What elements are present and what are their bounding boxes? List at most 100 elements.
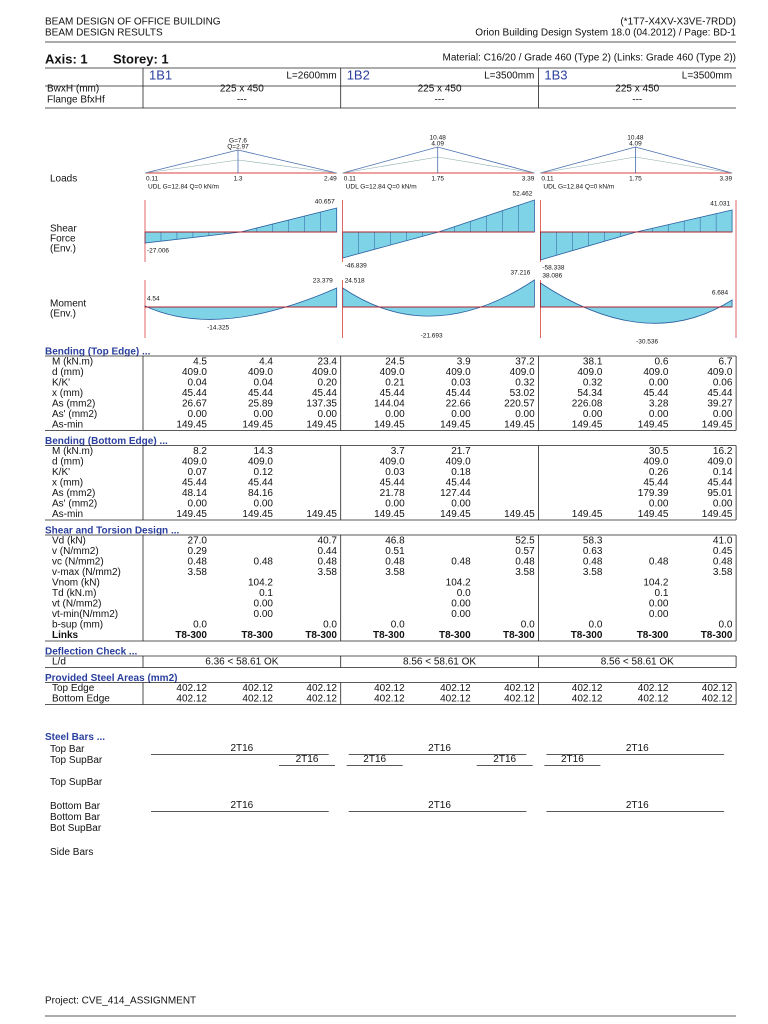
cell: T8-300 xyxy=(373,630,405,641)
load-label: 0.11 xyxy=(344,176,357,183)
cell: 149.45 xyxy=(504,509,535,520)
cell: T8-300 xyxy=(241,630,273,641)
cell: 402.12 xyxy=(572,694,603,705)
cell: 3.9 xyxy=(457,357,471,368)
cell: 52.5 xyxy=(515,536,535,547)
cell: 16.2 xyxy=(713,446,733,457)
section-title: Bending (Bottom Edge) ... xyxy=(45,436,168,447)
cell: 0.00 xyxy=(649,599,669,610)
cell: 402.12 xyxy=(504,694,535,705)
cell: 402.12 xyxy=(702,694,733,705)
row-label: Side Bars xyxy=(50,847,93,858)
row-label: vt-min(N/mm2) xyxy=(52,609,118,620)
row-label: v (N/mm2) xyxy=(52,546,99,557)
cell: 402.12 xyxy=(242,694,273,705)
cell: 0.26 xyxy=(649,467,669,478)
bar-text: 2T16 xyxy=(230,800,253,811)
moment-label: 4.54 xyxy=(147,296,160,303)
diagram-label: Shear xyxy=(50,224,77,235)
load-label: 2.49 xyxy=(324,176,337,183)
cell: 402.12 xyxy=(306,694,337,705)
cell: 0.48 xyxy=(318,557,338,568)
cell: 21.7 xyxy=(451,446,471,457)
cell: 409.0 xyxy=(643,367,668,378)
cell: 409.0 xyxy=(248,457,273,468)
cell: 0.0 xyxy=(391,620,405,631)
cell: 0.6 xyxy=(654,357,668,368)
cell: 0.0 xyxy=(323,620,337,631)
cell: 0.44 xyxy=(318,546,338,557)
cell: 84.16 xyxy=(248,488,273,499)
cell: 402.12 xyxy=(374,683,405,694)
load-label: 3.39 xyxy=(719,176,732,183)
load-label: 10.48 xyxy=(430,135,447,142)
cell: 0.63 xyxy=(583,546,603,557)
cell: 6.36 < 58.61 OK xyxy=(205,657,278,668)
cell: 45.44 xyxy=(707,478,732,489)
cell: 0.00 xyxy=(254,409,274,420)
cell: 409.0 xyxy=(380,367,405,378)
row-label: b-sup (mm) xyxy=(52,620,103,631)
row-label: d (mm) xyxy=(52,367,84,378)
row-label: vt (N/mm2) xyxy=(52,599,101,610)
row-label: K/K' xyxy=(52,467,70,478)
cell: 45.44 xyxy=(248,478,273,489)
row-label: As (mm2) xyxy=(52,399,95,410)
row-label: L/d xyxy=(52,657,66,668)
row-label: As' (mm2) xyxy=(52,409,97,420)
beam-size: 225 x 450 xyxy=(418,84,462,95)
section-title: Shear and Torsion Design ... xyxy=(45,526,180,537)
cell: 3.28 xyxy=(649,399,669,410)
cell: 0.06 xyxy=(713,378,733,389)
cell: 0.00 xyxy=(385,409,405,420)
row-label: Top Edge xyxy=(52,683,95,694)
cell: 3.58 xyxy=(583,567,603,578)
row-label: Vnom (kN) xyxy=(52,578,100,589)
cell: 0.57 xyxy=(515,546,535,557)
cell: 8.56 < 58.61 OK xyxy=(601,657,674,668)
cell: 45.44 xyxy=(380,478,405,489)
cell: 4.5 xyxy=(193,357,207,368)
row-label: M (kN.m) xyxy=(52,446,93,457)
cell: 402.12 xyxy=(572,683,603,694)
cell: 0.12 xyxy=(254,467,274,478)
cell: 0.48 xyxy=(254,557,274,568)
cell: 149.45 xyxy=(638,420,669,431)
cell: 38.1 xyxy=(583,357,603,368)
cell: 402.12 xyxy=(242,683,273,694)
cell: 0.45 xyxy=(713,546,733,557)
cell: 409.0 xyxy=(446,457,471,468)
udl-label: UDL G=12.84 Q=0 kN/m xyxy=(346,184,417,191)
udl-label: UDL G=12.84 Q=0 kN/m xyxy=(543,184,614,191)
cell: 0.00 xyxy=(451,409,471,420)
cell: 149.45 xyxy=(572,420,603,431)
cell: 0.04 xyxy=(188,378,208,389)
row-label: Td (kN.m) xyxy=(52,588,96,599)
cell: 409.0 xyxy=(577,367,602,378)
cell: 402.12 xyxy=(504,683,535,694)
bar-text: 2T16 xyxy=(428,800,451,811)
moment-area xyxy=(144,287,338,320)
cell: 220.57 xyxy=(504,399,535,410)
cell: 0.00 xyxy=(649,409,669,420)
diagram-label: Force xyxy=(50,234,76,245)
cell: 409.0 xyxy=(643,457,668,468)
cell: 402.12 xyxy=(374,694,405,705)
cell: 24.5 xyxy=(385,357,405,368)
load-label: 1.75 xyxy=(629,176,642,183)
cell: 23.4 xyxy=(318,357,338,368)
cell: T8-300 xyxy=(701,630,733,641)
cell: 0.04 xyxy=(254,378,274,389)
cell: 0.00 xyxy=(385,499,405,510)
cell: 409.0 xyxy=(312,367,337,378)
cell: 149.45 xyxy=(440,420,471,431)
cell: 0.00 xyxy=(254,609,274,620)
row-label: v-max (N/mm2) xyxy=(52,567,121,578)
cell: 0.00 xyxy=(318,409,338,420)
cell: 54.34 xyxy=(577,388,602,399)
cell: 3.58 xyxy=(318,567,338,578)
cell: 402.12 xyxy=(440,694,471,705)
beam-name: 1B3 xyxy=(544,67,567,82)
diagram-label: (Env.) xyxy=(50,309,76,320)
